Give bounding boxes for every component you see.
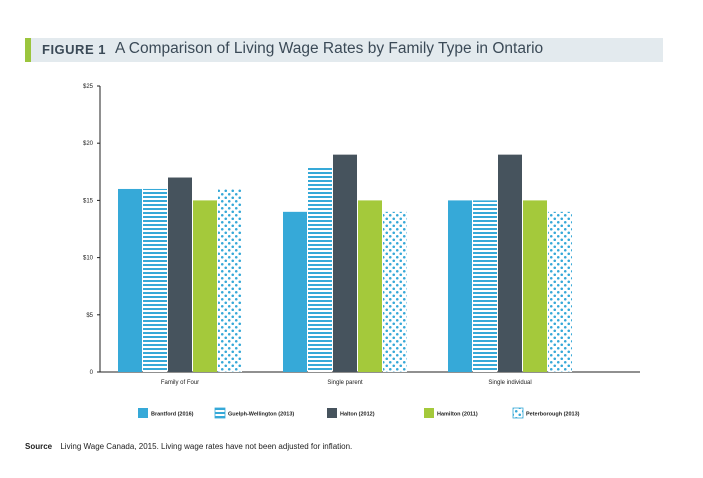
figure-title: A Comparison of Living Wage Rates by Fam… (115, 40, 544, 57)
legend-label-guelph-wellington: Guelph-Wellington (2013) (228, 412, 294, 418)
bar-hamilton (193, 200, 217, 372)
x-category-label: Single parent (327, 380, 363, 386)
source-note: Source Living Wage Canada, 2015. Living … (25, 442, 352, 451)
y-tick-label: $20 (83, 141, 94, 147)
source-text: Living Wage Canada, 2015. Living wage ra… (60, 442, 353, 451)
legend-label-brantford: Brantford (2016) (151, 412, 194, 418)
legend-swatch-hamilton (424, 408, 434, 418)
legend-label-halton: Halton (2012) (340, 412, 375, 418)
y-tick-label: 0 (90, 370, 94, 376)
x-category-label: Single individual (488, 380, 531, 386)
bar-peterborough (383, 211, 407, 372)
bar-brantford (118, 188, 142, 372)
title-accent-bar (25, 38, 31, 62)
bar-peterborough (218, 188, 242, 372)
y-tick-label: $5 (86, 313, 93, 319)
bar-brantford (448, 200, 472, 372)
y-tick-label: $10 (83, 256, 94, 262)
bar-guelph-wellington (473, 200, 497, 372)
legend-swatch-brantford (138, 408, 148, 418)
bar-halton (498, 154, 522, 372)
legend-swatch-guelph-wellington (214, 407, 226, 419)
bar-brantford (283, 211, 307, 372)
bar-peterborough (548, 211, 572, 372)
legend-label-peterborough: Peterborough (2013) (526, 412, 580, 418)
y-tick-label: $15 (83, 198, 94, 204)
legend-swatch-peterborough (512, 407, 524, 419)
figure-title-bar: FIGURE 1 A Comparison of Living Wage Rat… (25, 38, 663, 62)
bar-guelph-wellington (308, 166, 332, 372)
bar-hamilton (358, 200, 382, 372)
bar-guelph-wellington (143, 188, 167, 372)
source-label: Source (25, 442, 53, 451)
bar-halton (333, 154, 357, 372)
figure-label: FIGURE 1 (42, 42, 106, 57)
x-category-label: Family of Four (161, 380, 199, 386)
legend-label-hamilton: Hamilton (2011) (437, 412, 478, 418)
bar-hamilton (523, 200, 547, 372)
legend-swatch-halton (327, 408, 337, 418)
y-tick-label: $25 (83, 84, 94, 90)
bar-halton (168, 177, 192, 372)
